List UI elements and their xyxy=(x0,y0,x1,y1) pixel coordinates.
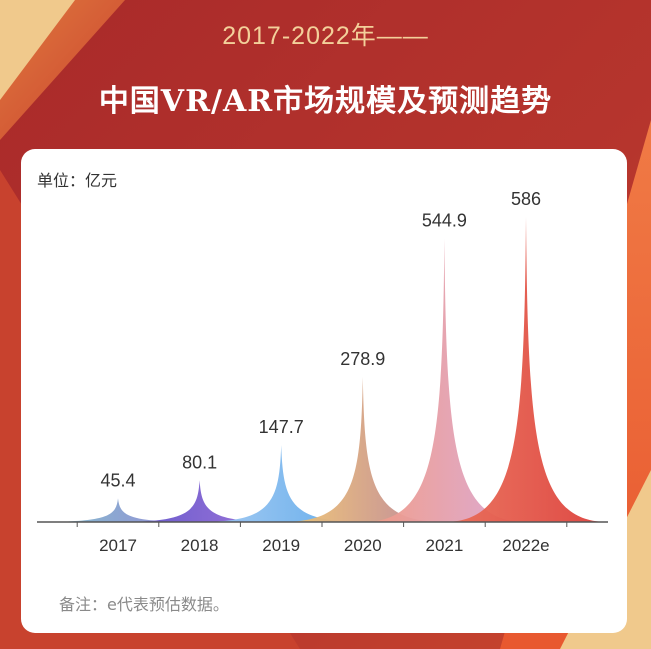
value-label: 586 xyxy=(511,189,541,209)
header-subtitle: 2017-2022年—— xyxy=(222,22,429,50)
value-label: 147.7 xyxy=(259,417,304,437)
value-label: 45.4 xyxy=(100,470,135,490)
page-title: 中国VR/AR市场规模及预测趋势 xyxy=(98,84,553,119)
spike-2019 xyxy=(199,445,364,522)
x-tick-label: 2021 xyxy=(425,536,463,555)
x-tick-label: 2018 xyxy=(181,536,219,555)
x-tick-label: 2020 xyxy=(344,536,382,555)
x-tick-label: 2017 xyxy=(99,536,137,555)
unit-label: 单位：亿元 xyxy=(37,171,118,190)
spike-2017 xyxy=(36,498,200,522)
spike-2018 xyxy=(117,480,282,522)
value-label: 544.9 xyxy=(422,210,467,230)
value-label: 80.1 xyxy=(182,452,217,472)
x-tick-label: 2019 xyxy=(262,536,300,555)
chart-card: 单位：亿元 45.4 80.1 147.7 278.9 544.9 586 2017 201… xyxy=(21,149,627,633)
value-label: 278.9 xyxy=(340,349,385,369)
spike-2020 xyxy=(280,376,445,522)
spike-2021 xyxy=(362,238,527,522)
spike-2022e xyxy=(444,217,608,522)
chart: 45.4 80.1 147.7 278.9 544.9 586 2017 2018 2019 2… xyxy=(36,189,608,555)
footnote: 备注：e代表预估数据。 xyxy=(59,595,229,614)
x-tick-label: 2022e xyxy=(502,536,549,555)
